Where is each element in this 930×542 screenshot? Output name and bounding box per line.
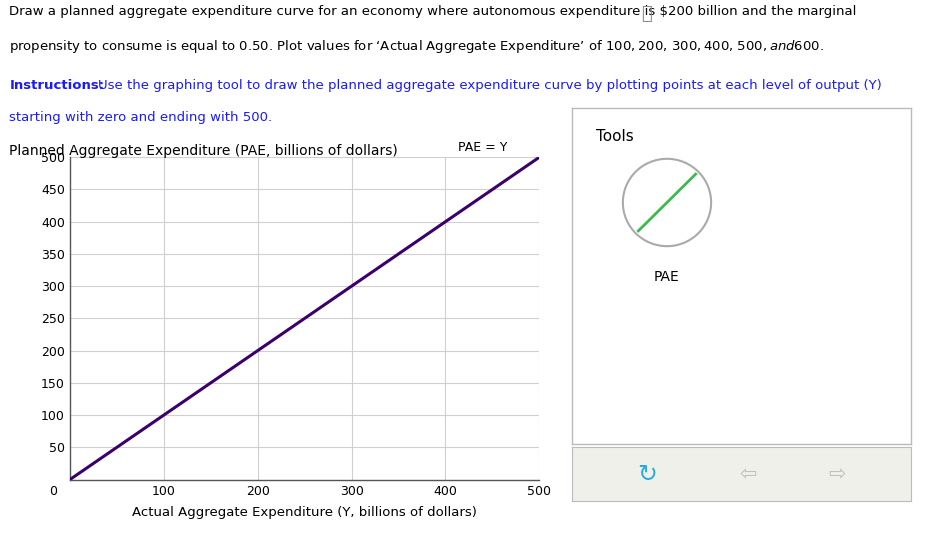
Text: 0: 0	[49, 485, 57, 498]
Text: ⇦: ⇦	[739, 464, 757, 484]
Text: Draw a planned aggregate expenditure curve for an economy where autonomous expen: Draw a planned aggregate expenditure cur…	[9, 5, 857, 18]
Text: propensity to consume is equal to 0.50. Plot values for ‘Actual Aggregate Expend: propensity to consume is equal to 0.50. …	[9, 38, 824, 55]
X-axis label: Actual Aggregate Expenditure (Y, billions of dollars): Actual Aggregate Expenditure (Y, billion…	[132, 506, 477, 519]
Text: ⓘ: ⓘ	[641, 5, 652, 23]
Text: Instructions:: Instructions:	[9, 79, 104, 92]
Text: ⇨: ⇨	[828, 464, 845, 484]
Text: PAE = Y: PAE = Y	[458, 141, 508, 154]
Text: starting with zero and ending with 500.: starting with zero and ending with 500.	[9, 111, 272, 124]
Text: ↻: ↻	[637, 462, 657, 486]
Text: PAE: PAE	[654, 270, 680, 283]
Text: Planned Aggregate Expenditure (PAE, billions of dollars): Planned Aggregate Expenditure (PAE, bill…	[9, 144, 398, 158]
Text: Use the graphing tool to draw the planned aggregate expenditure curve by plottin: Use the graphing tool to draw the planne…	[98, 79, 882, 92]
Text: Tools: Tools	[596, 128, 633, 144]
